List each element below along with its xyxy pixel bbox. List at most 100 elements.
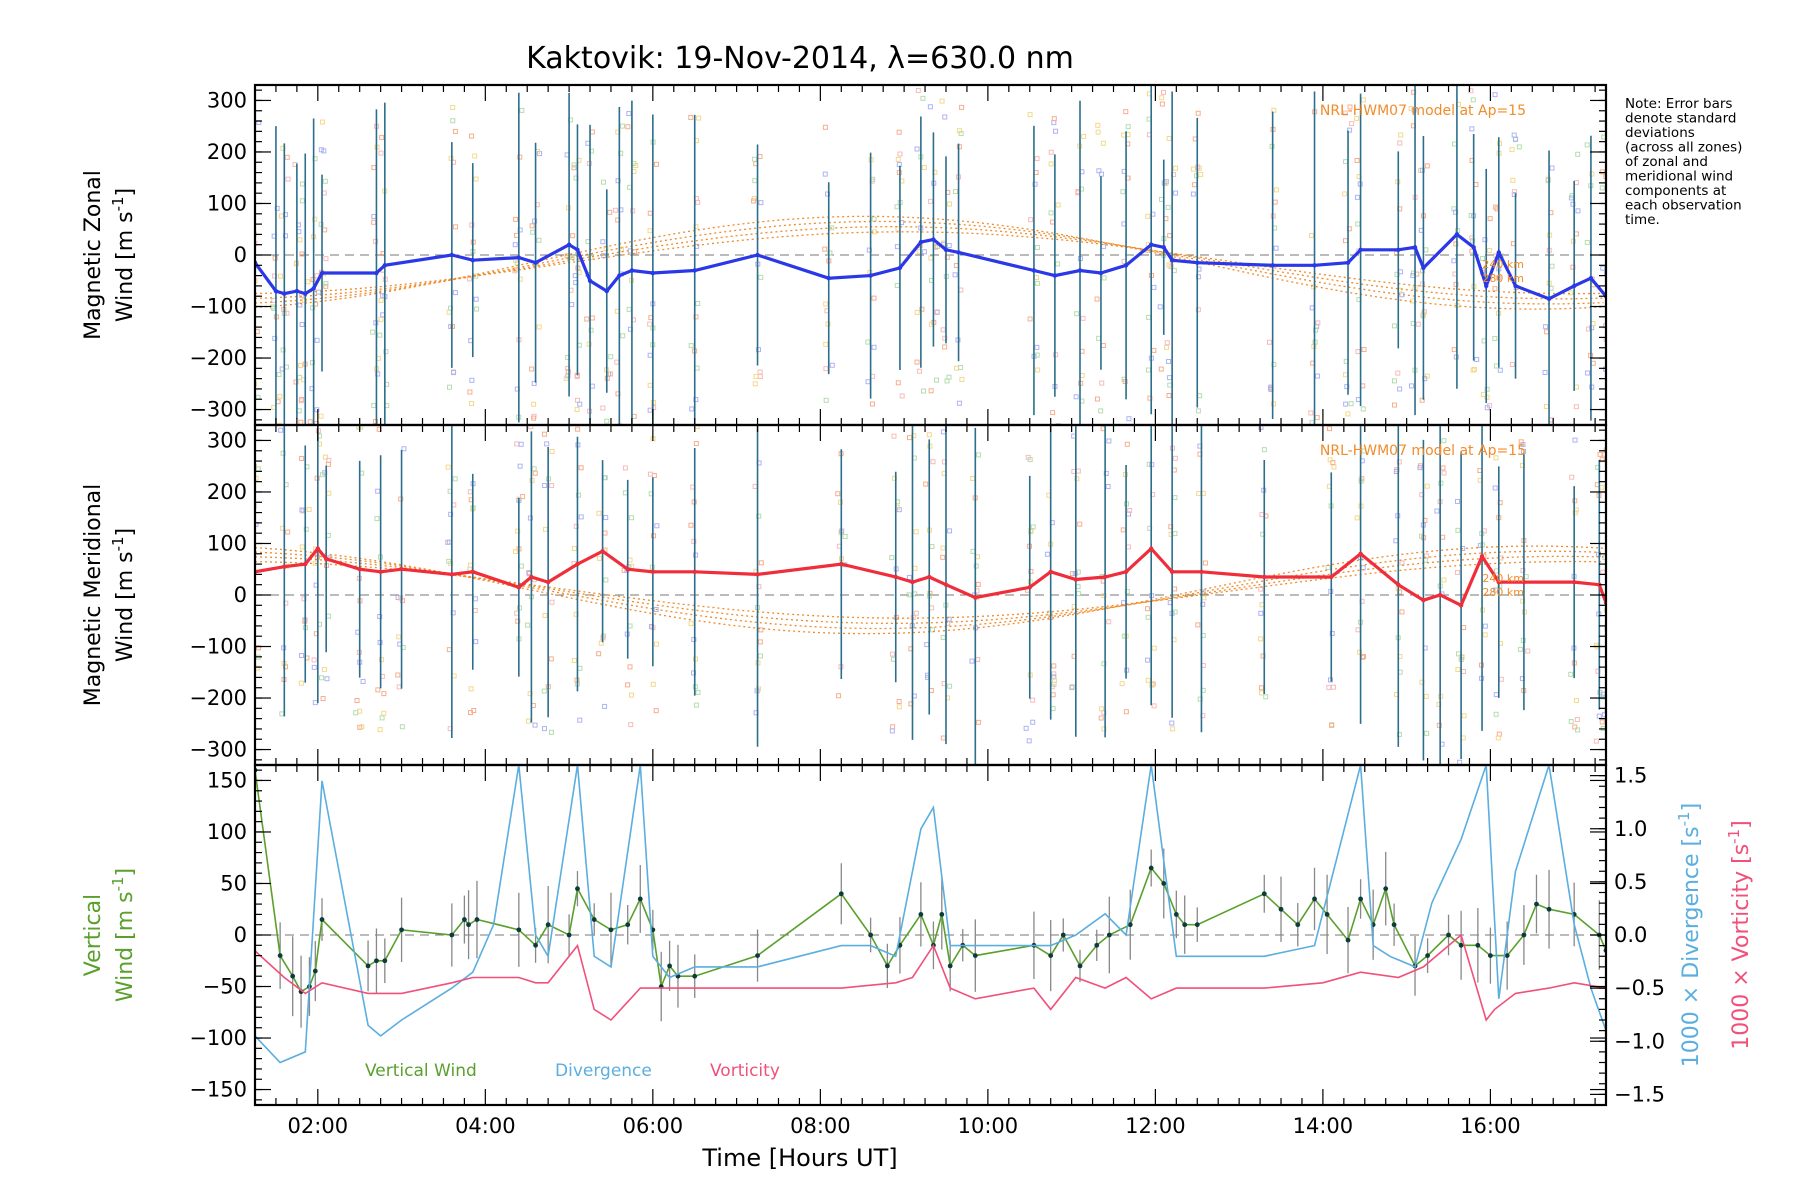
data-point <box>1496 250 1501 255</box>
zone-point <box>976 719 982 725</box>
zone-point <box>1081 133 1087 139</box>
zone-point <box>1048 210 1054 216</box>
zone-point <box>399 724 405 730</box>
zone-point <box>1455 527 1461 533</box>
zone-point <box>1574 716 1580 722</box>
zone-point <box>1161 89 1167 95</box>
data-point <box>1148 242 1154 247</box>
zone-point <box>598 640 604 646</box>
zone-point <box>548 729 554 735</box>
zone-point <box>1495 735 1501 741</box>
zone-point <box>574 407 580 413</box>
zone-point <box>1510 429 1514 433</box>
zone-point <box>1069 685 1075 691</box>
vertical-wind-point <box>1534 901 1539 907</box>
zone-point <box>1026 738 1032 744</box>
zone-point <box>696 115 702 121</box>
data-point <box>575 561 580 567</box>
zone-point <box>1453 281 1459 287</box>
zone-point <box>1195 274 1201 280</box>
model-label: NRL-HWM07 model at Ap=15 <box>1320 443 1526 459</box>
zone-point <box>1395 370 1401 376</box>
data-point <box>294 288 300 294</box>
zone-point <box>752 483 758 489</box>
zone-point <box>1572 724 1578 730</box>
data-point <box>1421 597 1426 603</box>
zone-point <box>1572 510 1578 516</box>
zone-point <box>871 216 877 222</box>
vertical-wind-point <box>1278 906 1284 912</box>
zone-point <box>1151 703 1157 709</box>
zone-point <box>1360 565 1366 571</box>
zone-point <box>294 447 298 451</box>
zone-point <box>695 300 701 306</box>
zone-point <box>1124 588 1130 594</box>
vertical-wind-point <box>1094 942 1100 948</box>
zone-point <box>1573 697 1579 703</box>
zone-point <box>1399 609 1405 615</box>
zone-point <box>371 214 377 220</box>
zone-point <box>1601 712 1606 718</box>
zone-point <box>452 128 458 134</box>
y-tick-label: 0 <box>234 583 247 607</box>
zone-point <box>693 702 699 708</box>
zone-point <box>1600 569 1606 575</box>
zone-point <box>1469 126 1475 132</box>
zone-point <box>602 443 606 447</box>
zone-point <box>296 408 302 414</box>
zone-point <box>1035 367 1041 373</box>
zone-point <box>1258 610 1264 616</box>
zone-point <box>596 555 602 561</box>
zone-point <box>1497 367 1503 373</box>
zone-point <box>647 228 653 234</box>
zone-point <box>969 658 975 664</box>
zone-point <box>934 377 940 383</box>
zone-point <box>469 133 475 139</box>
zone-point <box>322 454 328 460</box>
zone-point <box>940 545 946 551</box>
zone-point <box>1516 144 1522 150</box>
zone-point <box>280 347 286 353</box>
zone-point <box>1575 208 1581 214</box>
zone-point <box>1569 474 1575 480</box>
y-axis-label-line2: Wind [m s-1] <box>109 188 138 322</box>
zone-point <box>688 522 694 528</box>
zone-point <box>518 441 524 447</box>
data-point <box>1471 245 1476 250</box>
zone-point <box>1360 97 1366 103</box>
zone-point <box>1456 79 1460 83</box>
zone-point <box>517 463 523 469</box>
zone-point <box>1599 169 1605 175</box>
plot-area <box>255 75 1606 451</box>
zone-point <box>515 618 521 624</box>
zone-point <box>625 124 631 130</box>
data-point <box>1479 554 1485 559</box>
zone-point <box>1098 171 1104 177</box>
zone-point <box>1030 697 1036 703</box>
zone-point <box>752 381 758 387</box>
vertical-wind-point <box>1077 963 1083 969</box>
zone-point <box>928 255 934 261</box>
zone-point <box>1047 610 1053 616</box>
zone-point <box>282 233 288 239</box>
zone-point <box>293 379 299 385</box>
data-point <box>1052 273 1058 278</box>
x-tick-label: 08:00 <box>790 1114 851 1138</box>
zone-point <box>379 657 385 663</box>
zone-point <box>1453 241 1459 247</box>
data-point <box>282 564 287 569</box>
vertical-wind-point <box>461 917 467 922</box>
zone-point <box>451 673 457 679</box>
zone-point <box>370 329 376 335</box>
zone-point <box>256 645 262 651</box>
data-point <box>545 579 551 585</box>
zone-point <box>1493 587 1499 593</box>
zone-point <box>627 664 633 670</box>
data-point <box>1421 265 1426 271</box>
data-point <box>1396 247 1401 253</box>
zone-point <box>1172 531 1178 537</box>
vertical-wind-point <box>1383 886 1389 892</box>
zone-point <box>1573 180 1579 186</box>
zone-point <box>1458 75 1462 79</box>
vertical-wind-point <box>625 922 631 928</box>
